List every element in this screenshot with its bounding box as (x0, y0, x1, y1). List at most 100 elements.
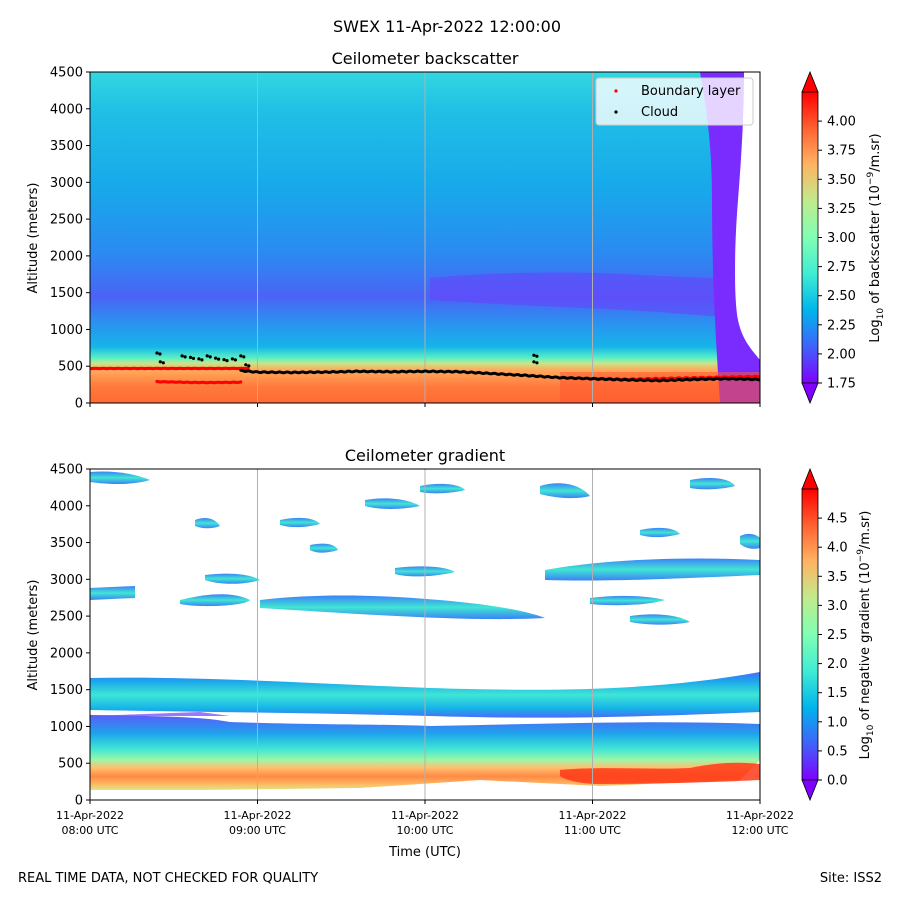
gradient-y-ticks: 0 500 1000 1500 2000 2500 3000 3500 4000 4500 (50, 463, 90, 809)
cloud-point (222, 358, 226, 362)
x-axis-label: Time (UTC) (388, 845, 461, 860)
y-tick-label: 2500 (50, 213, 83, 228)
x-tick-time: 08:00 UTC (61, 824, 118, 837)
y-tick-label: 2500 (50, 610, 83, 625)
y-tick-label: 1500 (50, 683, 83, 698)
cloud-point (208, 355, 212, 359)
cloud-point (757, 378, 760, 382)
y-tick-label: 2000 (50, 646, 83, 661)
colorbar-extend-min (801, 382, 819, 405)
colorbar-body (801, 488, 819, 781)
colorbar-tick-label: 3.0 (827, 599, 848, 614)
cloud-point (188, 355, 193, 359)
cloud-point (205, 354, 209, 358)
colorbar-tick-label: 1.75 (827, 377, 856, 392)
y-tick-label: 3500 (50, 536, 83, 551)
backscatter-title: Ceilometer backscatter (332, 49, 519, 68)
backscatter-colorbar: 1.75 2.00 2.25 2.50 2.75 3.00 3.25 3.50 3.75 4.00… (801, 70, 886, 405)
gradient-gridlines (257, 469, 593, 800)
cloud-point (535, 361, 539, 365)
boundary-layer-point (239, 380, 243, 384)
backscatter-marks (90, 351, 760, 385)
x-tick-date: 11-Apr-2022 (223, 809, 291, 822)
y-tick-label: 1500 (50, 286, 83, 301)
backscatter-colorbar-label: Log10 of backscatter (10−9/m.sr) (866, 133, 886, 342)
cloud-point (233, 358, 237, 362)
gradient-colorbar: 0.0 0.5 1.0 1.5 2.0 2.5 3.0 3.5 4.0 4.5 Log10 of … (801, 467, 876, 802)
gradient-patch (640, 527, 680, 538)
footer-site: Site: ISS2 (820, 871, 882, 886)
colorbar-tick-label: 2.75 (827, 260, 856, 275)
cloud-point (161, 361, 165, 365)
x-tick-date: 11-Apr-2022 (726, 809, 794, 822)
backscatter-ylabel: Altitude (meters) (26, 183, 41, 294)
colorbar-ticks: 1.75 2.00 2.25 2.50 2.75 3.00 3.25 3.50 3.75 4.00 (818, 115, 856, 392)
gradient-patch (260, 595, 545, 620)
colorbar-tick-label: 3.25 (827, 202, 856, 217)
colorbar-tick-label: 2.5 (827, 628, 848, 643)
colorbar-tick-label: 2.0 (827, 657, 848, 672)
legend-marker-boundary-layer (614, 89, 618, 93)
gradient-patch (180, 594, 250, 607)
legend-frame (595, 77, 754, 126)
gradient-ylabel: Altitude (meters) (26, 580, 41, 691)
gradient-patch (310, 543, 338, 553)
boundary-layer-point (246, 366, 250, 370)
cloud-point (217, 357, 221, 361)
colorbar-tick-label: 2.50 (827, 289, 856, 304)
colorbar-body (801, 91, 819, 384)
colorbar-extend-max (801, 467, 819, 490)
y-tick-label: 1000 (50, 720, 83, 735)
legend: Boundary layer Cloud (595, 77, 754, 126)
y-tick-label: 4000 (50, 499, 83, 514)
colorbar-tick-label: 2.25 (827, 318, 856, 333)
cloud-point (191, 356, 196, 360)
x-tick-date: 11-Apr-2022 (558, 809, 626, 822)
x-tick-time: 09:00 UTC (229, 824, 286, 837)
colorbar-tick-label: 3.75 (827, 144, 856, 159)
gradient-patch (630, 614, 690, 625)
colorbar-ticks: 0.0 0.5 1.0 1.5 2.0 2.5 3.0 3.5 4.0 4.5 (818, 512, 848, 789)
cloud-point (242, 355, 246, 359)
y-tick-label: 3500 (50, 139, 83, 154)
gradient-purple-streak (90, 712, 230, 716)
footer-disclaimer: REAL TIME DATA, NOT CHECKED FOR QUALITY (18, 871, 318, 886)
colorbar-tick-label: 4.00 (827, 115, 856, 130)
colorbar-tick-label: 3.00 (827, 231, 856, 246)
colorbar-tick-label: 1.5 (827, 686, 848, 701)
x-tick-time: 10:00 UTC (396, 824, 453, 837)
y-tick-label: 0 (75, 397, 83, 412)
legend-label-cloud: Cloud (641, 105, 678, 120)
gradient-colorbar-label: Log10 of negative gradient (10−9/m.sr) (856, 511, 876, 760)
colorbar-tick-label: 4.0 (827, 541, 848, 556)
cloud-point (214, 356, 218, 360)
colorbar-tick-label: 1.0 (827, 715, 848, 730)
x-tick-date: 11-Apr-2022 (56, 809, 124, 822)
x-tick-time: 12:00 UTC (731, 824, 788, 837)
colorbar-tick-label: 4.5 (827, 512, 848, 527)
y-tick-label: 500 (58, 360, 83, 375)
gradient-patch (365, 498, 420, 509)
colorbar-tick-label: 3.50 (827, 173, 856, 188)
gradient-patch (205, 573, 260, 584)
cloud-point (239, 354, 243, 358)
colorbar-tick-label: 2.00 (827, 347, 856, 362)
gradient-title: Ceilometer gradient (345, 446, 505, 465)
y-tick-label: 3000 (50, 573, 83, 588)
cloud-point (200, 358, 204, 362)
legend-marker-cloud (614, 110, 618, 114)
gradient-patch (195, 518, 220, 529)
gradient-patch (545, 558, 760, 581)
cloud-point (244, 363, 248, 367)
colorbar-tick-label: 0.5 (827, 744, 848, 759)
gradient-surface-feature (560, 762, 760, 784)
x-tick-date: 11-Apr-2022 (391, 809, 459, 822)
y-tick-label: 1000 (50, 323, 83, 338)
cloud-point (180, 354, 184, 358)
gradient-patch (280, 517, 320, 528)
colorbar-extend-min (801, 779, 819, 802)
gradient-patch (740, 533, 760, 549)
cloud-point (183, 355, 187, 359)
cloud-point (158, 352, 162, 356)
